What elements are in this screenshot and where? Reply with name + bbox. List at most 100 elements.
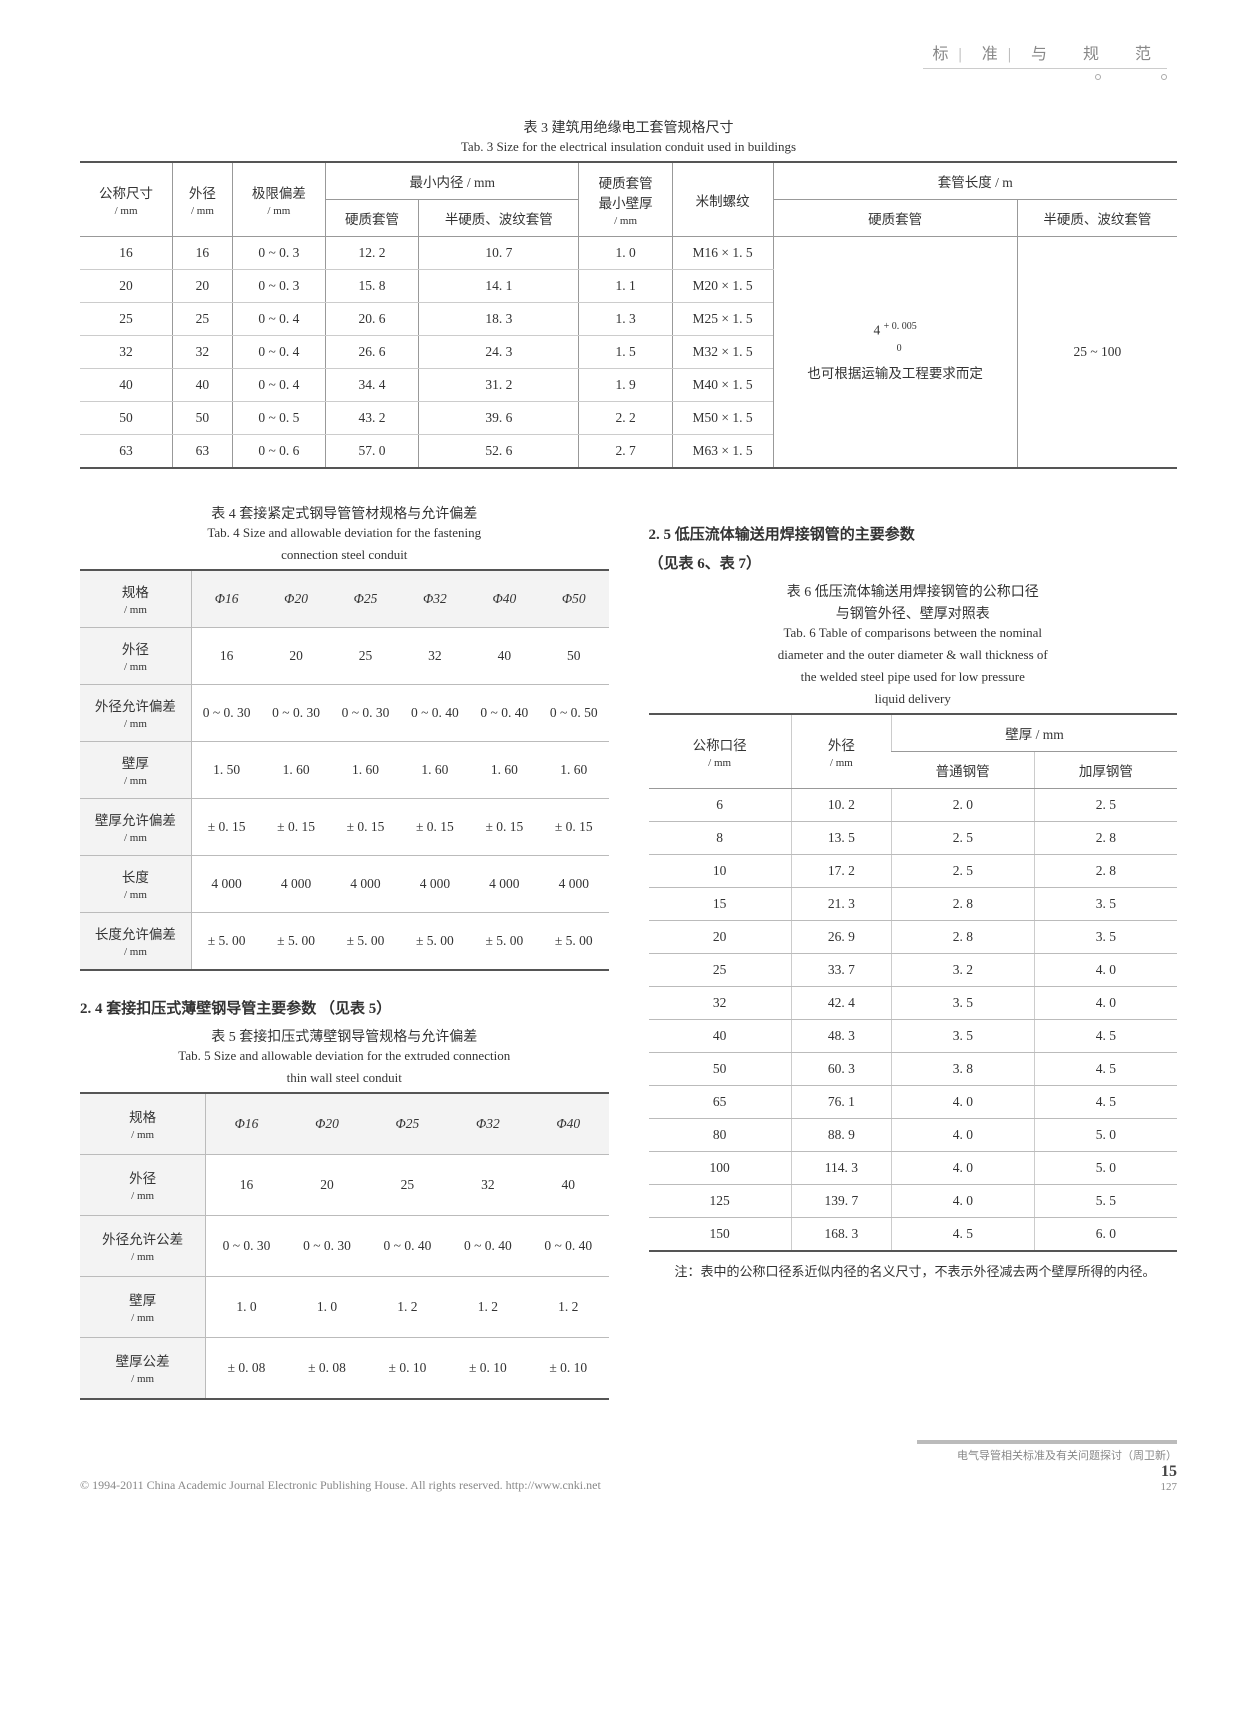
tab3-caption-cn: 表 3 建筑用绝缘电工套管规格尺寸 — [80, 117, 1177, 137]
row-header: 外径/ mm — [80, 1155, 206, 1216]
cell: 4 000 — [400, 856, 469, 913]
cell: 4 000 — [261, 856, 330, 913]
t3-cell: 1. 5 — [579, 336, 672, 369]
t3-cell: 10. 7 — [419, 237, 579, 270]
cell: ± 5. 00 — [400, 913, 469, 971]
t3-cell: 32 — [173, 336, 233, 369]
tab4-cap-en2: connection steel conduit — [80, 547, 609, 563]
row-header: 长度/ mm — [80, 856, 191, 913]
cell: 0 ~ 0. 30 — [191, 685, 261, 742]
t3-cell: M50 × 1. 5 — [672, 402, 773, 435]
t6-cell: 2. 8 — [892, 888, 1035, 921]
t3-cell: 57. 0 — [325, 435, 418, 469]
t3-h5a: 最小壁厚 — [599, 196, 653, 211]
cell: ± 0. 15 — [470, 799, 539, 856]
t3-h3b: / mm — [267, 205, 290, 217]
t3-merge-right: 25 ~ 100 — [1017, 237, 1177, 469]
t3-merge-left: 4 + 0. 0050也可根据运输及工程要求而定 — [773, 237, 1017, 469]
t6-cell: 15 — [649, 888, 792, 921]
t3-cell: 1. 0 — [579, 237, 672, 270]
cell: 4 000 — [191, 856, 261, 913]
footer-sub: 127 — [917, 1481, 1177, 1493]
cell: Φ40 — [528, 1093, 608, 1155]
t3-cell: 40 — [80, 369, 173, 402]
t6-cell: 168. 3 — [791, 1218, 891, 1252]
t3-h7a: 硬质套管 — [773, 200, 1017, 237]
t3-h6: 米制螺纹 — [672, 162, 773, 237]
t6-cell: 48. 3 — [791, 1020, 891, 1053]
cell: 0 ~ 0. 30 — [287, 1216, 367, 1277]
t3-cell: 0 ~ 0. 4 — [232, 303, 325, 336]
t6-cell: 3. 5 — [1034, 921, 1177, 954]
t6-h1: 公称口径 — [693, 738, 747, 753]
t6-cell: 13. 5 — [791, 822, 891, 855]
t3-cell: 16 — [173, 237, 233, 270]
section-2-4: 2. 4 套接扣压式薄壁钢导管主要参数 （见表 5） — [80, 997, 609, 1018]
cell: ± 5. 00 — [470, 913, 539, 971]
t6-h3a: 普通钢管 — [892, 752, 1035, 789]
t3-cell: 0 ~ 0. 4 — [232, 369, 325, 402]
t6-cell: 17. 2 — [791, 855, 891, 888]
cell: Φ25 — [331, 570, 400, 628]
t6-cell: 8 — [649, 822, 792, 855]
row-header: 外径/ mm — [80, 628, 191, 685]
t6-cell: 65 — [649, 1086, 792, 1119]
t6-cell: 40 — [649, 1020, 792, 1053]
cell: 16 — [191, 628, 261, 685]
tab5-cap-en2: thin wall steel conduit — [80, 1070, 609, 1086]
cell: 20 — [287, 1155, 367, 1216]
cell: ± 0. 10 — [367, 1338, 447, 1400]
tab6-note: 注：表中的公称口径系近似内径的名义尺寸，不表示外径减去两个壁厚所得的内径。 — [649, 1262, 1178, 1283]
cell: 1. 50 — [191, 742, 261, 799]
section-2-5b: （见表 6、表 7） — [649, 552, 1178, 573]
cell: 50 — [539, 628, 608, 685]
cell: ± 5. 00 — [191, 913, 261, 971]
left-column: 表 4 套接紧定式钢导管管材规格与允许偏差 Tab. 4 Size and al… — [80, 497, 609, 1400]
t6-cell: 6. 0 — [1034, 1218, 1177, 1252]
t3-cell: 43. 2 — [325, 402, 418, 435]
tab3-caption-en: Tab. 3 Size for the electrical insulatio… — [80, 139, 1177, 155]
t3-cell: 52. 6 — [419, 435, 579, 469]
cell: Φ16 — [206, 1093, 287, 1155]
cell: 16 — [206, 1155, 287, 1216]
row-header: 规格/ mm — [80, 570, 191, 628]
t3-h5b: / mm — [614, 215, 637, 227]
row-header: 外径允许偏差/ mm — [80, 685, 191, 742]
cell: Φ20 — [261, 570, 330, 628]
t3-h7: 套管长度 / m — [773, 162, 1177, 200]
cell: 1. 60 — [261, 742, 330, 799]
t6-cell: 4. 0 — [892, 1185, 1035, 1218]
row-header: 壁厚公差/ mm — [80, 1338, 206, 1400]
t6-cell: 2. 8 — [892, 921, 1035, 954]
t6-cell: 4. 0 — [1034, 954, 1177, 987]
t3-cell: 32 — [80, 336, 173, 369]
t3-cell: 0 ~ 0. 6 — [232, 435, 325, 469]
t6-cell: 4. 5 — [1034, 1020, 1177, 1053]
page-number: 15 — [1161, 1463, 1177, 1480]
header-title: 标| 准| 与 规 范 — [923, 40, 1167, 69]
t6-cell: 139. 7 — [791, 1185, 891, 1218]
cell: ± 5. 00 — [331, 913, 400, 971]
t6-h2b: / mm — [830, 757, 853, 769]
t3-cell: 12. 2 — [325, 237, 418, 270]
cell: 1. 0 — [206, 1277, 287, 1338]
row-header: 壁厚允许偏差/ mm — [80, 799, 191, 856]
t3-cell: 26. 6 — [325, 336, 418, 369]
footer-left: © 1994-2011 China Academic Journal Elect… — [80, 1478, 601, 1493]
t3-cell: 0 ~ 0. 4 — [232, 336, 325, 369]
t6-cell: 4. 0 — [892, 1119, 1035, 1152]
t3-cell: 2. 7 — [579, 435, 672, 469]
cell: 25 — [331, 628, 400, 685]
t3-h3: 极限偏差 — [252, 186, 306, 201]
cell: Φ32 — [400, 570, 469, 628]
t3-h5: 硬质套管 — [599, 176, 653, 191]
t3-cell: 25 — [80, 303, 173, 336]
t3-cell: 2. 2 — [579, 402, 672, 435]
cell: 1. 0 — [287, 1277, 367, 1338]
t3-cell: 1. 3 — [579, 303, 672, 336]
h-t2: 准 — [982, 46, 1004, 63]
cell: 0 ~ 0. 40 — [448, 1216, 528, 1277]
tab6-cap-en4: liquid delivery — [649, 691, 1178, 707]
t6-cell: 21. 3 — [791, 888, 891, 921]
row-header: 规格/ mm — [80, 1093, 206, 1155]
